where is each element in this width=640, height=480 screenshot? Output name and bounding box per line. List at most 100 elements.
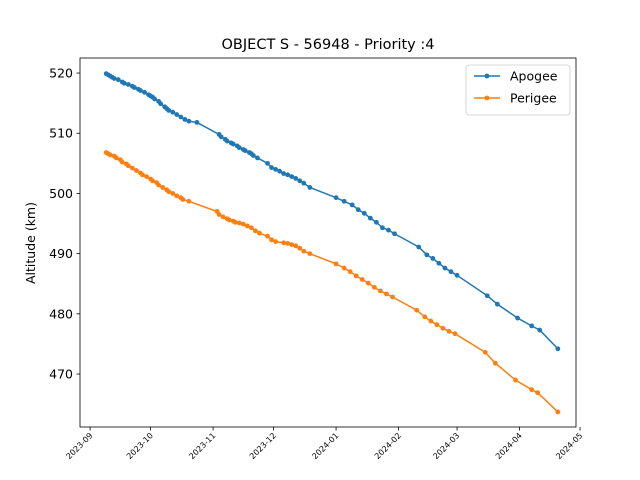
data-point-apogee bbox=[289, 174, 295, 179]
data-point-apogee bbox=[373, 219, 379, 225]
data-point-apogee bbox=[132, 85, 137, 90]
data-point-apogee bbox=[515, 315, 520, 321]
data-point-perigee bbox=[140, 172, 145, 178]
legend: Apogee Perigee bbox=[465, 64, 571, 116]
data-point-perigee bbox=[341, 265, 347, 271]
data-point-perigee bbox=[446, 328, 452, 334]
data-point-perigee bbox=[333, 261, 339, 267]
data-point-perigee bbox=[220, 214, 226, 220]
y-axis-ticks: 470 480 490 500 510 520 bbox=[49, 66, 80, 382]
data-point-perigee bbox=[119, 159, 125, 165]
data-point-perigee bbox=[170, 191, 176, 196]
data-point-perigee bbox=[428, 318, 434, 324]
data-point-perigee bbox=[378, 288, 383, 294]
data-point-apogee bbox=[442, 265, 448, 271]
data-point-apogee bbox=[301, 180, 307, 186]
plot-frame bbox=[79, 57, 577, 428]
data-point-perigee bbox=[365, 280, 371, 286]
chart-title: OBJECT S - 56948 - Priority :4 bbox=[222, 37, 435, 53]
data-point-apogee bbox=[448, 269, 454, 275]
data-point-apogee bbox=[269, 165, 274, 170]
data-point-apogee bbox=[494, 301, 500, 307]
data-point-apogee bbox=[158, 101, 164, 107]
data-point-apogee bbox=[355, 207, 361, 213]
data-point-apogee bbox=[430, 256, 436, 261]
data-point-apogee bbox=[273, 166, 278, 172]
data-point-apogee bbox=[341, 198, 347, 204]
data-point-apogee bbox=[242, 148, 248, 154]
data-point-apogee bbox=[297, 178, 303, 184]
y-tick-label: 490 bbox=[49, 246, 73, 261]
data-point-perigee bbox=[180, 197, 186, 202]
data-point-apogee bbox=[307, 185, 313, 190]
data-point-apogee bbox=[529, 323, 535, 329]
legend-box bbox=[465, 64, 571, 116]
series-perigee bbox=[103, 150, 561, 415]
data-point-perigee bbox=[216, 212, 222, 217]
data-point-perigee bbox=[285, 241, 291, 246]
data-point-perigee bbox=[107, 152, 113, 158]
data-point-perigee bbox=[156, 182, 162, 188]
data-point-perigee bbox=[150, 178, 155, 184]
data-point-perigee bbox=[390, 294, 395, 300]
data-point-perigee bbox=[384, 291, 389, 297]
data-point-perigee bbox=[134, 168, 139, 173]
data-point-perigee bbox=[452, 331, 458, 337]
data-point-perigee bbox=[353, 273, 359, 279]
data-point-apogee bbox=[138, 88, 143, 93]
data-point-perigee bbox=[347, 269, 353, 275]
data-point-perigee bbox=[359, 277, 365, 282]
data-point-apogee bbox=[293, 175, 299, 181]
data-point-perigee bbox=[144, 174, 149, 179]
y-tick-label: 510 bbox=[49, 126, 73, 141]
data-point-apogee bbox=[115, 77, 121, 83]
data-point-perigee bbox=[113, 155, 119, 161]
data-point-apogee bbox=[125, 82, 131, 87]
data-point-perigee bbox=[482, 349, 488, 355]
data-point-perigee bbox=[440, 325, 446, 331]
data-point-perigee bbox=[513, 377, 518, 383]
data-point-perigee bbox=[248, 225, 254, 231]
data-point-apogee bbox=[424, 252, 430, 258]
data-point-apogee bbox=[281, 171, 287, 176]
data-point-perigee bbox=[293, 243, 299, 249]
data-point-perigee bbox=[273, 239, 278, 245]
data-point-perigee bbox=[125, 163, 131, 169]
data-point-apogee bbox=[265, 160, 270, 166]
data-point-perigee bbox=[166, 189, 172, 195]
y-tick-label: 520 bbox=[49, 66, 73, 81]
data-point-apogee bbox=[152, 96, 158, 102]
y-tick-label: 500 bbox=[49, 186, 73, 201]
data-point-apogee bbox=[416, 244, 422, 250]
data-point-apogee bbox=[537, 327, 543, 333]
data-point-apogee bbox=[170, 109, 176, 115]
data-point-apogee bbox=[555, 346, 561, 352]
data-point-apogee bbox=[380, 225, 385, 231]
data-point-apogee bbox=[277, 168, 283, 174]
data-point-perigee bbox=[257, 230, 262, 236]
data-point-apogee bbox=[178, 114, 184, 120]
data-point-apogee bbox=[230, 141, 236, 147]
plot-series bbox=[103, 71, 561, 415]
data-point-apogee bbox=[484, 293, 490, 299]
data-point-perigee bbox=[244, 223, 250, 229]
data-point-perigee bbox=[297, 245, 303, 251]
data-point-perigee bbox=[434, 322, 440, 328]
y-tick-label: 480 bbox=[49, 306, 73, 321]
data-point-apogee bbox=[454, 272, 460, 278]
data-point-perigee bbox=[186, 198, 192, 204]
data-point-apogee bbox=[392, 231, 397, 237]
data-point-perigee bbox=[232, 219, 238, 225]
data-point-perigee bbox=[307, 251, 313, 257]
data-point-perigee bbox=[236, 220, 242, 226]
data-point-apogee bbox=[333, 195, 339, 201]
data-point-apogee bbox=[436, 260, 442, 266]
data-point-apogee bbox=[218, 134, 224, 140]
data-point-perigee bbox=[240, 221, 246, 227]
data-point-perigee bbox=[301, 248, 307, 254]
data-point-perigee bbox=[422, 314, 428, 320]
data-point-perigee bbox=[160, 185, 166, 190]
data-point-apogee bbox=[142, 89, 147, 95]
data-point-apogee bbox=[361, 210, 367, 216]
